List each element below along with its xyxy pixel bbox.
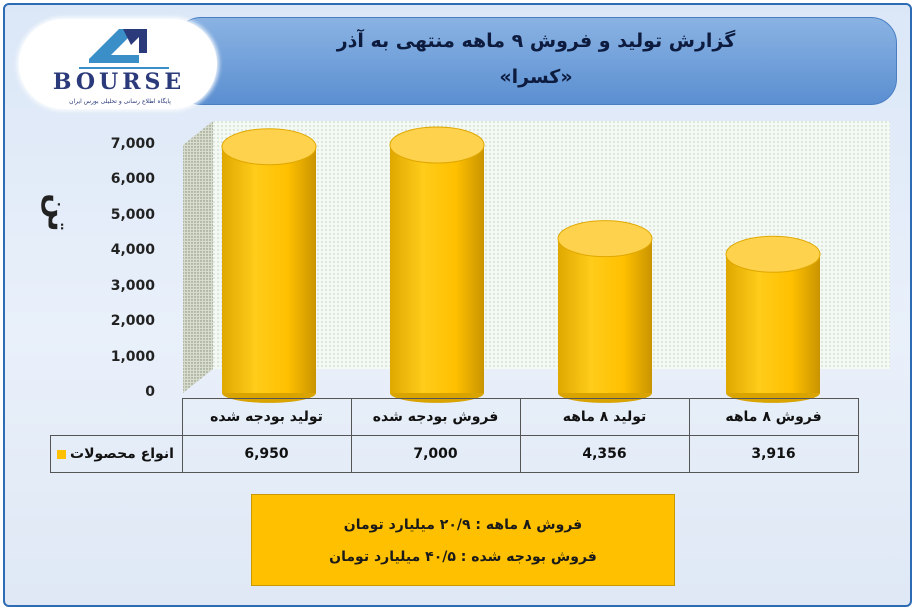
table-value: 6,950 bbox=[181, 435, 352, 473]
y-tick-label: 5,000 bbox=[110, 206, 155, 223]
legend-series-name: انواع محصولات bbox=[70, 446, 174, 462]
bar-top bbox=[389, 126, 485, 164]
y-tick-label: 0 bbox=[145, 384, 155, 400]
chart-title: گزارش تولید و فروش ۹ ماهه منتهی به آذر bbox=[336, 30, 736, 52]
y-tick-label: 1,000 bbox=[110, 348, 155, 365]
y-tick-label: 2,000 bbox=[110, 313, 155, 330]
bars-group bbox=[221, 126, 821, 403]
logo-mark-icon bbox=[79, 29, 169, 69]
table-category: تولید ۸ ماهه bbox=[519, 398, 690, 436]
table-value: 7,000 bbox=[350, 435, 521, 473]
legend-swatch bbox=[57, 449, 66, 459]
logo-word: BOURSE bbox=[52, 69, 186, 95]
table-category: فروش ۸ ماهه bbox=[688, 398, 859, 436]
bar-body bbox=[222, 146, 316, 393]
y-tick-label: 3,000 bbox=[110, 277, 155, 294]
y-tick-label: 6,000 bbox=[110, 171, 155, 188]
bar bbox=[221, 128, 317, 403]
bar-body bbox=[726, 254, 820, 393]
bar-top bbox=[557, 220, 653, 258]
bar-chart bbox=[183, 121, 890, 403]
data-table: تولید بودجه شده فروش بودجه شده تولید ۸ م… bbox=[50, 398, 859, 473]
y-tick-label: 4,000 bbox=[110, 242, 155, 259]
report-frame: گزارش تولید و فروش ۹ ماهه منتهی به آذر «… bbox=[3, 3, 912, 607]
table-category: فروش بودجه شده bbox=[350, 398, 521, 436]
table-value: 3,916 bbox=[688, 435, 859, 473]
bar bbox=[725, 235, 821, 403]
bar-body bbox=[558, 238, 652, 393]
table-corner bbox=[50, 398, 183, 436]
summary-line-2: فروش بودجه شده : ۴۰/۵ میلیارد تومان bbox=[329, 549, 597, 565]
table-value: 4,356 bbox=[519, 435, 690, 473]
table-category: تولید بودجه شده bbox=[181, 398, 352, 436]
legend-cell: انواع محصولات bbox=[50, 435, 183, 473]
chart-side-wall bbox=[183, 121, 213, 393]
summary-line-1: فروش ۸ ماهه : ۲۰/۹ میلیارد تومان bbox=[343, 517, 583, 533]
summary-box: فروش ۸ ماهه : ۲۰/۹ میلیارد تومان فروش بو… bbox=[251, 494, 675, 586]
bar-body bbox=[390, 145, 484, 393]
bar-top bbox=[725, 235, 821, 273]
logo-tagline: پایگاه اطلاع رسانی و تحلیلی بورس ایران bbox=[69, 98, 171, 105]
title-banner: گزارش تولید و فروش ۹ ماهه منتهی به آذر «… bbox=[175, 17, 897, 105]
table-row: انواع محصولات 6,950 7,000 4,356 3,916 bbox=[50, 435, 859, 473]
bar bbox=[557, 220, 653, 403]
bourse-logo: BOURSE پایگاه اطلاع رسانی و تحلیلی بورس … bbox=[19, 19, 217, 109]
bar-top bbox=[221, 128, 317, 166]
bar bbox=[389, 126, 485, 403]
y-tick-label: 7,000 bbox=[110, 136, 155, 152]
table-header-row: تولید بودجه شده فروش بودجه شده تولید ۸ م… bbox=[50, 398, 859, 436]
chart-subtitle: «کسرا» bbox=[499, 66, 573, 88]
